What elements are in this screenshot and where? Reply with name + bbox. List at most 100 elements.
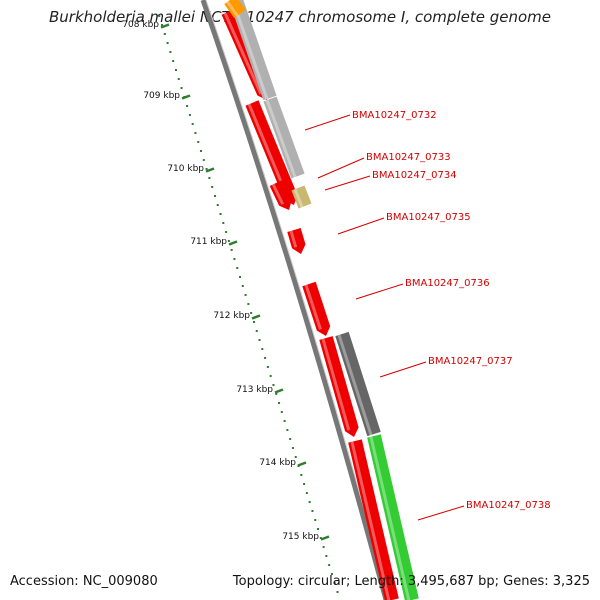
cds-red-5-shine [304,284,322,330]
ruler-dot [172,60,175,62]
ruler-dot [280,411,283,413]
ruler-dot [272,384,275,386]
cds-darkgrey-shine [337,334,373,436]
ruler-dot [177,78,180,80]
gene-label: BMA10247_0736 [405,278,490,289]
ruler-dot [219,213,222,215]
topology-text: Topology: circular; Length: 3,495,687 bp… [232,574,590,589]
ruler-dot [261,348,264,350]
cds-olive-body [291,185,312,209]
cds-green [367,434,419,600]
ruler-dot [286,429,289,431]
cds-red-7-shine [350,441,391,600]
ruler-dot [233,258,236,260]
ruler-dot [227,240,230,242]
cds-olive-shine [293,188,304,208]
cds-grey-1 [229,0,277,101]
ruler-dot [275,393,278,395]
ruler-dot [303,483,306,485]
leader-line [317,157,365,179]
ruler-tick [251,314,261,320]
ruler-tick-label: 713 kbp [236,385,273,395]
ruler-dot [213,195,216,197]
ruler-dot [216,204,219,206]
cds-red-4 [287,228,306,254]
ruler-dot [239,276,242,278]
ruler-ticks [160,23,330,541]
backbone-line [200,0,389,600]
ruler-tick-label: 715 kbp [282,532,319,542]
ruler-dot [314,519,317,521]
ruler-dots [158,15,339,593]
ruler-tick-label: 711 kbp [190,237,227,247]
ruler-dot [241,285,244,287]
ruler-tick-label: 710 kbp [167,164,204,174]
ruler-tick-label: 709 kbp [143,91,180,101]
ruler-dot [252,321,255,323]
ruler-dot [269,375,272,377]
ruler-dot [202,159,205,161]
ruler-dot [250,312,253,314]
leader-line [379,361,427,378]
ruler-tick-label: 712 kbp [213,311,250,321]
ruler-dot [174,69,177,71]
cds-red-6-shine [321,338,351,431]
ruler-dot [208,177,211,179]
ruler-tick [274,388,284,394]
ruler-dot [255,330,258,332]
cds-red-4-body [287,228,306,254]
genome-title: Burkholderia mallei NCTC 10247 chromosom… [49,8,551,26]
cds-red-2-body [245,100,298,205]
ruler-dot [222,222,225,224]
cds-red-1-shine [223,12,263,95]
ruler-dot [244,294,247,296]
ruler-dot [191,123,194,125]
cds-red-3 [269,180,292,210]
ruler-dot [161,24,164,26]
ruler-dot [166,42,169,44]
ruler-dot [278,402,281,404]
gene-label: BMA10247_0733 [366,152,451,163]
ruler-dot [200,150,203,152]
cds-orange-body [224,0,246,19]
ruler-dot [186,105,189,107]
cds-green-shine [369,436,411,600]
leader-line [337,217,385,235]
ruler-dot [333,582,336,584]
leader-line [417,505,465,521]
ruler-dot [317,528,320,530]
leader-line [304,114,351,131]
cds-red-3-shine [271,183,285,205]
ruler-dot [211,186,214,188]
ruler-dot [205,168,208,170]
ruler-dot [266,366,269,368]
cds-red-7-body [348,439,399,600]
ruler-dot [283,420,286,422]
ruler-dot [308,501,311,503]
ruler-dot [194,132,197,134]
ruler-tick [228,240,238,246]
ruler-dot [180,87,183,89]
ruler-dot [197,141,200,143]
cds-green-body [367,434,419,600]
ruler-dot [225,231,228,233]
cds-grey-2-shine [265,99,297,178]
ruler-dot [305,492,308,494]
cds-red-6 [319,336,359,437]
ruler-dot [319,537,322,539]
cds-olive [291,185,312,209]
cds-grey-1-shine [231,0,269,100]
cds-red-5 [302,281,331,336]
ruler-dot [294,456,297,458]
ruler-dot [311,510,314,512]
cds-red-4-shine [289,230,298,248]
ruler-dot [163,33,166,35]
gene-label: BMA10247_0735 [386,212,471,223]
cds-grey-2 [263,96,305,179]
ruler-tick [297,461,307,467]
cds-red-7 [348,439,399,600]
gene-label: BMA10247_0734 [372,170,457,181]
cds-red-3-body [269,180,292,210]
ruler-dot [258,339,261,341]
